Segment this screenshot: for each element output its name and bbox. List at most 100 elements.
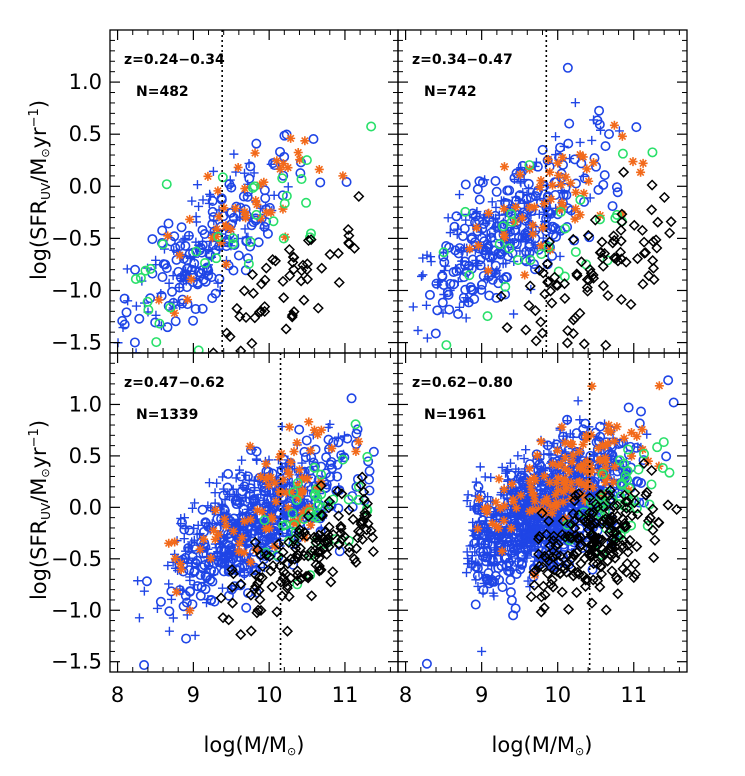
point-blue-circle (323, 434, 334, 445)
point-orange-asterisk (571, 204, 581, 214)
point-blue-plus (490, 537, 500, 547)
point-black-diamond (650, 234, 662, 246)
point-orange-asterisk (581, 482, 591, 492)
point-blue-plus (217, 499, 227, 509)
point-blue-plus (214, 244, 224, 254)
point-black-diamond (528, 579, 540, 591)
point-blue-plus (156, 288, 166, 298)
point-black-diamond (246, 268, 259, 281)
point-blue-plus (190, 630, 200, 640)
point-blue-circle (607, 201, 618, 212)
point-green-circle (658, 437, 669, 448)
point-green-circle (623, 444, 634, 455)
point-black-diamond (653, 516, 665, 528)
point-blue-plus (209, 570, 219, 580)
point-black-diamond (245, 625, 257, 637)
point-green-circle (460, 206, 471, 217)
point-black-diamond (542, 276, 554, 288)
point-black-diamond (638, 236, 650, 248)
point-blue-plus (485, 230, 495, 240)
point-orange-asterisk (566, 478, 576, 488)
point-black-diamond (617, 535, 629, 547)
point-blue-circle (195, 590, 206, 601)
point-orange-asterisk (588, 483, 598, 493)
point-black-diamond (367, 546, 379, 558)
point-green-circle (464, 270, 475, 281)
point-orange-asterisk (239, 207, 249, 217)
panel-4-count-label: N=1961 (424, 407, 486, 423)
point-orange-asterisk (203, 171, 213, 181)
point-blue-circle (470, 599, 481, 610)
point-black-diamond (559, 292, 571, 304)
point-blue-plus (565, 154, 575, 164)
point-blue-plus (166, 594, 176, 604)
point-black-diamond (295, 573, 307, 585)
point-orange-asterisk (235, 538, 245, 548)
point-blue-plus (487, 197, 497, 207)
point-blue-plus (457, 256, 467, 266)
point-green-circle (299, 514, 310, 525)
point-black-diamond (293, 527, 305, 539)
point-green-circle (301, 155, 312, 166)
point-orange-asterisk (529, 473, 539, 483)
point-orange-asterisk (252, 505, 262, 515)
point-orange-asterisk (473, 524, 483, 534)
point-black-diamond (283, 243, 295, 256)
point-orange-asterisk (576, 479, 586, 489)
point-orange-asterisk (553, 158, 563, 168)
point-orange-asterisk (643, 456, 653, 466)
point-blue-plus (461, 568, 471, 578)
point-blue-plus (503, 511, 513, 521)
point-orange-asterisk (553, 473, 563, 483)
point-black-diamond (620, 496, 632, 508)
point-orange-asterisk (474, 494, 484, 504)
point-orange-asterisk (561, 172, 571, 182)
point-orange-asterisk (556, 180, 566, 190)
point-black-diamond (575, 256, 588, 268)
point-black-diamond (252, 544, 264, 556)
point-blue-plus (462, 496, 472, 506)
point-black-diamond (606, 511, 618, 523)
point-black-diamond (549, 271, 561, 283)
point-black-diamond (286, 311, 298, 323)
point-orange-asterisk (578, 440, 588, 450)
point-blue-circle (208, 239, 219, 250)
x-tick-label: 8 (399, 683, 412, 707)
point-black-diamond (569, 489, 582, 502)
point-green-circle (145, 263, 156, 274)
point-blue-plus (513, 561, 523, 571)
point-orange-asterisk (298, 486, 308, 496)
point-blue-circle (130, 264, 141, 275)
point-orange-asterisk (206, 553, 216, 563)
point-orange-asterisk (580, 496, 590, 506)
point-black-diamond (323, 495, 335, 507)
point-black-diamond (564, 531, 577, 543)
point-blue-circle (545, 224, 556, 235)
point-orange-asterisk (214, 212, 224, 222)
point-blue-circle (121, 307, 132, 318)
point-blue-circle (484, 290, 495, 301)
point-green-circle (228, 239, 239, 250)
point-black-diamond (260, 262, 272, 274)
point-black-diamond (227, 568, 239, 580)
y-tick-label: 0.5 (69, 444, 102, 468)
point-black-diamond (254, 594, 266, 606)
point-blue-plus (491, 202, 501, 212)
point-blue-circle (595, 431, 606, 442)
point-black-diamond (302, 570, 314, 582)
point-blue-plus (413, 325, 423, 335)
point-orange-asterisk (506, 523, 516, 533)
point-black-diamond (207, 347, 219, 353)
point-orange-asterisk (547, 508, 557, 518)
point-blue-circle (129, 337, 140, 348)
point-black-diamond (361, 498, 373, 510)
point-orange-asterisk (561, 477, 571, 487)
point-orange-asterisk (558, 497, 568, 507)
point-green-circle (543, 241, 554, 252)
tick-labels: 1.0 0.5 0.0 −0.5 −1.0 −1.5 1.0 0.5 0.0 −0.5 −1.0 −1… (51, 70, 647, 707)
point-black-diamond (537, 561, 549, 573)
point-blue-circle (486, 227, 497, 238)
point-black-diamond (313, 560, 325, 572)
point-blue-circle (505, 238, 516, 249)
point-blue-plus (470, 245, 480, 255)
